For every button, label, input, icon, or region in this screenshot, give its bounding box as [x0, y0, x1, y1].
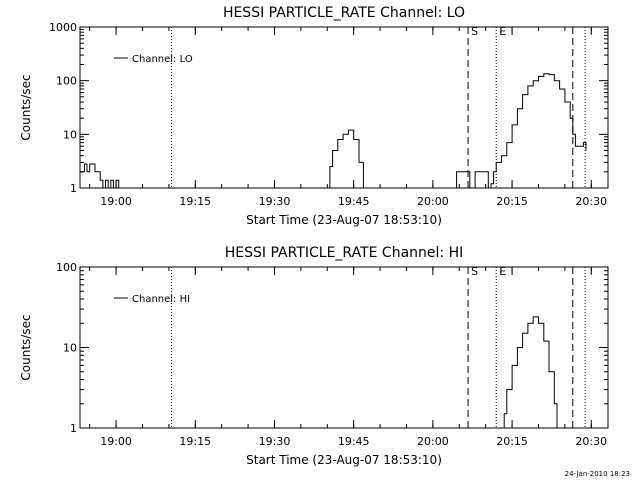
chart2-x-tick-label: 19:00 [100, 435, 132, 448]
chart1-x-tick-label: 19:15 [179, 195, 211, 208]
chart2-title: HESSI PARTICLE_RATE Channel: HI [225, 245, 463, 261]
chart1-y-tick-label: 1 [70, 182, 77, 195]
chart2-x-tick-label: 20:15 [496, 435, 528, 448]
chart1-y-tick-label: 100 [56, 75, 77, 88]
chart2-x-tick-label: 20:30 [575, 435, 607, 448]
chart2-legend-label: Channel: HI [132, 294, 190, 305]
chart2-marker-label: S [471, 265, 478, 278]
chart1-x-tick-label: 20:15 [496, 195, 528, 208]
chart1-plot-frame [79, 26, 609, 189]
chart1-x-tick-label: 20:00 [417, 195, 449, 208]
chart2-y-tick-label: 100 [56, 261, 77, 274]
chart1-x-tick-label: 20:30 [575, 195, 607, 208]
chart1-series-line [454, 73, 587, 189]
chart1-series-line [327, 129, 364, 189]
chart1-title: HESSI PARTICLE_RATE Channel: LO [223, 5, 465, 21]
chart1-legend-label: Channel: LO [132, 54, 193, 65]
chart2-marker-label: E [499, 265, 506, 278]
chart1-y-tick-label: 1000 [49, 21, 77, 34]
footer-timestamp: 24-Jan-2010 18:23 [565, 470, 630, 478]
chart2-y-tick-label: 10 [63, 342, 77, 355]
chart1-x-tick-label: 19:00 [100, 195, 132, 208]
chart2-xlabel: Start Time (23-Aug-07 18:53:10) [246, 453, 442, 467]
chart2-x-tick-label: 19:15 [179, 435, 211, 448]
chart2-x-tick-label: 20:00 [417, 435, 449, 448]
chart2-ylabel: Counts/sec [19, 314, 33, 380]
chart1-marker-label: E [499, 25, 506, 38]
chart1-marker-label: S [471, 25, 478, 38]
chart2-x-tick-label: 19:45 [338, 435, 370, 448]
chart2-y-tick-label: 1 [70, 422, 77, 435]
chart2-series-line [501, 316, 558, 429]
chart1-y-tick-label: 10 [63, 128, 77, 141]
chart1-x-tick-label: 19:30 [259, 195, 291, 208]
chart2-x-tick-label: 19:30 [259, 435, 291, 448]
chart1-x-tick-label: 19:45 [338, 195, 370, 208]
chart1-ylabel: Counts/sec [19, 74, 33, 140]
chart1-series-line [80, 163, 120, 189]
chart1-xlabel: Start Time (23-Aug-07 18:53:10) [246, 213, 442, 227]
